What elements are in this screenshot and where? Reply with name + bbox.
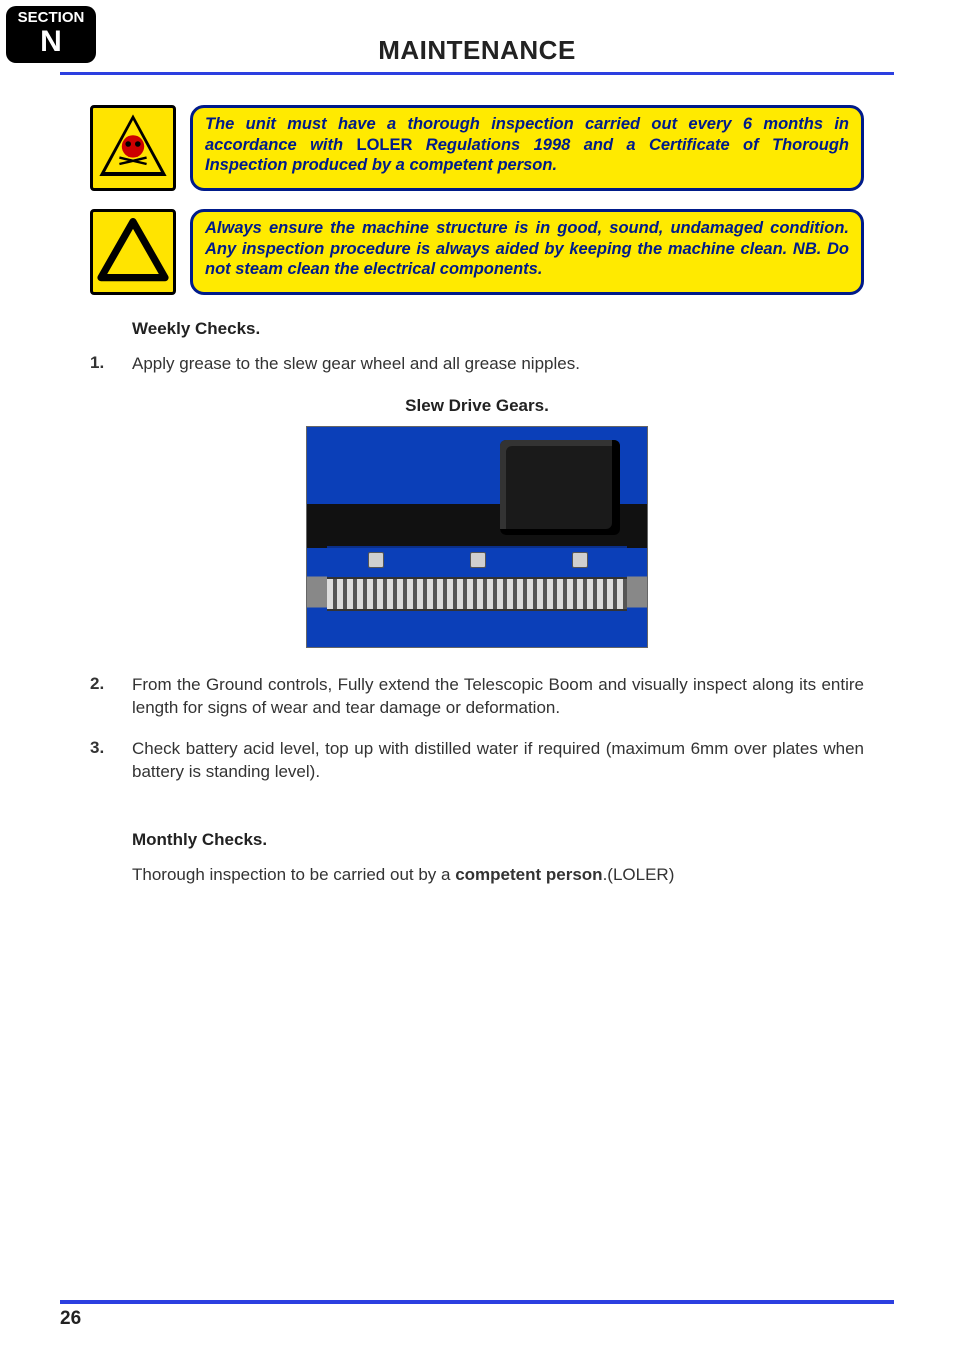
section-badge: SECTION N [6, 6, 96, 63]
figure-caption: Slew Drive Gears. [90, 396, 864, 416]
warning-row: Always ensure the machine structure is i… [90, 209, 864, 295]
footer-rule [60, 1300, 894, 1304]
section-badge-label: SECTION [6, 10, 96, 26]
warning-text-loler: LOLER [356, 136, 412, 154]
page-number: 26 [60, 1308, 894, 1330]
monthly-text: Thorough inspection to be carried out by… [132, 864, 864, 887]
warning-row: The unit must have a thorough inspection… [90, 105, 864, 191]
monthly-heading: Monthly Checks. [132, 830, 864, 850]
triangle-warning-icon [90, 209, 176, 295]
skull-warning-icon [90, 105, 176, 191]
list-item: 2. From the Ground controls, Fully exten… [90, 674, 864, 720]
list-text: Check battery acid level, top up with di… [132, 738, 864, 784]
monthly-text-row: Thorough inspection to be carried out by… [90, 864, 864, 887]
list-num: 2. [90, 674, 132, 720]
list-item: 3. Check battery acid level, top up with… [90, 738, 864, 784]
section-badge-letter: N [6, 26, 96, 58]
title-rule [60, 72, 894, 75]
list-num: 3. [90, 738, 132, 784]
warning-box: The unit must have a thorough inspection… [190, 105, 864, 191]
slew-drive-gears-image [306, 426, 648, 648]
weekly-heading: Weekly Checks. [132, 319, 864, 339]
list-text: Apply grease to the slew gear wheel and … [132, 353, 864, 376]
list-item: 1. Apply grease to the slew gear wheel a… [90, 353, 864, 376]
page-title: MAINTENANCE [60, 35, 894, 66]
list-num: 1. [90, 353, 132, 376]
warning-text: Always ensure the machine structure is i… [205, 219, 849, 278]
warning-box: Always ensure the machine structure is i… [190, 209, 864, 295]
list-text: From the Ground controls, Fully extend t… [132, 674, 864, 720]
